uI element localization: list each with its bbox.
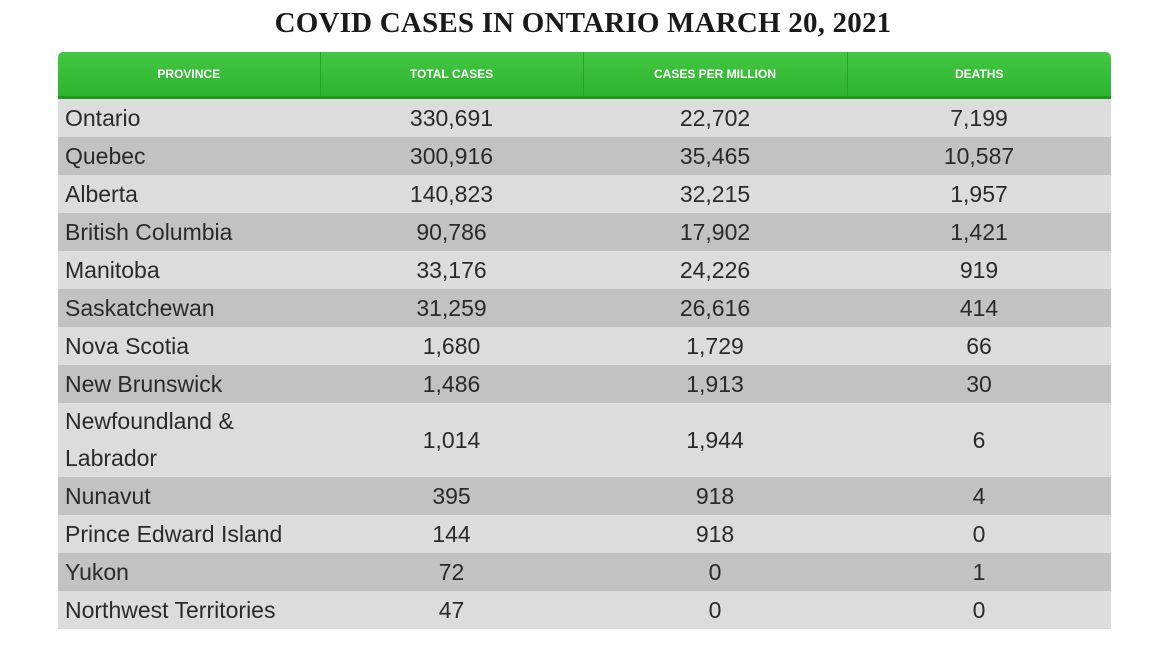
total-cases-cell: 395 xyxy=(320,477,583,515)
province-cell: Alberta xyxy=(58,175,320,213)
total-cases-cell: 140,823 xyxy=(320,175,583,213)
deaths-cell: 919 xyxy=(847,251,1111,289)
province-cell: Nova Scotia xyxy=(58,327,320,365)
deaths-cell: 1 xyxy=(847,553,1111,591)
header-cases-per-million: CASES PER MILLION xyxy=(582,52,847,99)
page-title: COVID CASES IN ONTARIO MARCH 20, 2021 xyxy=(274,7,892,39)
table-row: Nunavut 395 918 4 xyxy=(58,477,1111,515)
table-row: Alberta 140,823 32,215 1,957 xyxy=(58,175,1111,213)
table-row: Manitoba 33,176 24,226 919 xyxy=(58,251,1111,289)
deaths-cell: 1,957 xyxy=(847,175,1111,213)
province-cell: Nunavut xyxy=(58,477,320,515)
total-cases-cell: 31,259 xyxy=(320,289,583,327)
province-cell: Ontario xyxy=(58,97,320,137)
cases-per-million-cell: 35,465 xyxy=(583,137,847,175)
cases-per-million-cell: 1,913 xyxy=(583,365,847,403)
total-cases-cell: 1,680 xyxy=(320,327,583,365)
total-cases-cell: 47 xyxy=(320,591,583,629)
province-cell: Yukon xyxy=(58,553,320,591)
province-cell: Northwest Territories xyxy=(58,591,320,629)
province-cell: Newfoundland & Labrador xyxy=(58,403,320,477)
table-row: Northwest Territories 47 0 0 xyxy=(58,591,1111,629)
table-header-row: PROVINCE TOTAL CASES CASES PER MILLION D… xyxy=(58,52,1111,99)
deaths-cell: 30 xyxy=(847,365,1111,403)
cases-per-million-cell: 0 xyxy=(583,591,847,629)
header-province: PROVINCE xyxy=(58,52,320,99)
table-row: Yukon 72 0 1 xyxy=(58,553,1111,591)
cases-per-million-cell: 17,902 xyxy=(583,213,847,251)
deaths-cell: 414 xyxy=(847,289,1111,327)
covid-cases-table: PROVINCE TOTAL CASES CASES PER MILLION D… xyxy=(58,52,1111,629)
total-cases-cell: 90,786 xyxy=(320,213,583,251)
province-cell: Saskatchewan xyxy=(58,289,320,327)
total-cases-cell: 1,486 xyxy=(320,365,583,403)
deaths-cell: 6 xyxy=(847,403,1111,477)
cases-per-million-cell: 22,702 xyxy=(583,97,847,137)
table-body: Ontario 330,691 22,702 7,199 Quebec 300,916 35… xyxy=(58,97,1111,629)
cases-per-million-cell: 1,944 xyxy=(583,403,847,477)
cases-per-million-cell: 1,729 xyxy=(583,327,847,365)
table-row: Quebec 300,916 35,465 10,587 xyxy=(58,137,1111,175)
total-cases-cell: 1,014 xyxy=(320,403,583,477)
total-cases-cell: 144 xyxy=(320,515,583,553)
total-cases-cell: 72 xyxy=(320,553,583,591)
province-cell: Prince Edward Island xyxy=(58,515,320,553)
cases-per-million-cell: 24,226 xyxy=(583,251,847,289)
cases-per-million-cell: 918 xyxy=(583,515,847,553)
cases-per-million-cell: 0 xyxy=(583,553,847,591)
deaths-cell: 66 xyxy=(847,327,1111,365)
province-cell: New Brunswick xyxy=(58,365,320,403)
deaths-cell: 7,199 xyxy=(847,97,1111,137)
header-deaths: DEATHS xyxy=(846,52,1111,99)
table-row: New Brunswick 1,486 1,913 30 xyxy=(58,365,1111,403)
table-row: Prince Edward Island 144 918 0 xyxy=(58,515,1111,553)
header-total-cases: TOTAL CASES xyxy=(319,52,583,99)
province-cell: Quebec xyxy=(58,137,320,175)
cases-per-million-cell: 32,215 xyxy=(583,175,847,213)
deaths-cell: 1,421 xyxy=(847,213,1111,251)
total-cases-cell: 33,176 xyxy=(320,251,583,289)
deaths-cell: 4 xyxy=(847,477,1111,515)
deaths-cell: 0 xyxy=(847,591,1111,629)
deaths-cell: 0 xyxy=(847,515,1111,553)
total-cases-cell: 300,916 xyxy=(320,137,583,175)
province-cell: Manitoba xyxy=(58,251,320,289)
cases-per-million-cell: 26,616 xyxy=(583,289,847,327)
cases-per-million-cell: 918 xyxy=(583,477,847,515)
table-row: Ontario 330,691 22,702 7,199 xyxy=(58,97,1111,137)
table-row: Saskatchewan 31,259 26,616 414 xyxy=(58,289,1111,327)
province-cell: British Columbia xyxy=(58,213,320,251)
total-cases-cell: 330,691 xyxy=(320,97,583,137)
table-row: Nova Scotia 1,680 1,729 66 xyxy=(58,327,1111,365)
table-row: British Columbia 90,786 17,902 1,421 xyxy=(58,213,1111,251)
deaths-cell: 10,587 xyxy=(847,137,1111,175)
table-row: Newfoundland & Labrador 1,014 1,944 6 xyxy=(58,403,1111,477)
